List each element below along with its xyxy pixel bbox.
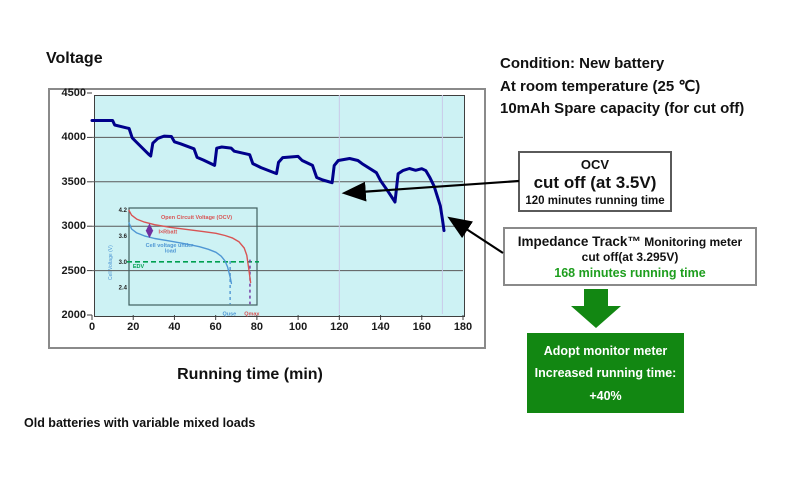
impedance-track-title: Impedance Track™ Monitoring meter: [518, 234, 742, 249]
condition-text: Condition: New battery At room temperatu…: [500, 53, 800, 121]
y-tick-label-3000: 3000: [61, 220, 86, 233]
x-axis-title: Running time (min): [177, 366, 323, 383]
x-tick-label-40: 40: [168, 321, 181, 333]
y-tick-label-4000: 4000: [61, 131, 86, 144]
green-down-arrow: [571, 289, 621, 328]
result-box: Adopt monitor meter Increased running ti…: [527, 333, 684, 413]
chart-frame: [48, 88, 486, 349]
ocv-callout-title: OCV: [580, 156, 610, 172]
chart-y-axis-title: Voltage: [46, 50, 103, 67]
x-tick-label-160: 160: [412, 321, 431, 333]
y-tick-label-3500: 3500: [61, 175, 86, 188]
impedance-track-runtime: 168 minutes running time: [554, 265, 706, 280]
y-tick-label-2000: 2000: [61, 309, 86, 321]
impedance-track-brand: Impedance Track™: [517, 233, 641, 249]
impedance-track-subtitle: Monitoring meter: [640, 234, 743, 249]
y-tick-label-2500: 2500: [61, 264, 86, 277]
x-tick-label-180: 180: [453, 321, 473, 333]
x-tick-label-100: 100: [288, 321, 308, 333]
ocv-cutoff-callout: OCV cut off (at 3.5V) 120 minutes runnin…: [518, 151, 672, 212]
condition-line-3: 10mAh Spare capacity (for cut off): [500, 100, 745, 117]
result-line-3: +40%: [589, 388, 622, 403]
impedance-track-cutoff: cut off(at 3.295V): [581, 249, 679, 264]
y-tick-label-4500: 4500: [61, 87, 86, 99]
x-tick-label-80: 80: [250, 321, 263, 333]
impedance-track-callout: Impedance Track™ Monitoring meter cut of…: [503, 227, 757, 286]
result-line-1: Adopt monitor meter: [543, 343, 668, 358]
plot-area: [94, 95, 465, 317]
result-line-2: Increased running time:: [534, 366, 677, 380]
x-tick-label-20: 20: [127, 321, 140, 333]
ocv-callout-runtime: 120 minutes running time: [525, 194, 665, 207]
x-tick-label-140: 140: [371, 321, 390, 333]
x-tick-label-60: 60: [209, 321, 222, 333]
ocv-callout-cutoff: cut off (at 3.5V): [533, 172, 657, 192]
x-tick-label-120: 120: [330, 321, 349, 333]
condition-line-2: At room temperature (25 ℃): [500, 77, 701, 95]
footnote: Old batteries with variable mixed loads: [24, 416, 256, 430]
condition-line-1: Condition: New battery: [500, 55, 665, 72]
x-tick-label-0: 0: [88, 321, 96, 333]
